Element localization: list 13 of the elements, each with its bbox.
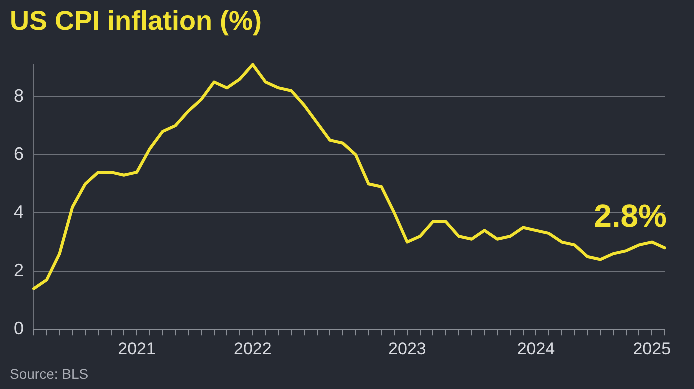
y-tick-label: 4 (14, 202, 24, 222)
x-tick-label: 2022 (234, 339, 272, 358)
x-tick-label: 2025 (633, 339, 672, 358)
y-tick-label: 0 (14, 318, 24, 339)
y-tick-label: 2 (14, 260, 24, 280)
y-tick-label: 8 (14, 86, 24, 106)
x-tick-label: 2023 (388, 339, 426, 358)
annotation: 2.8% (594, 198, 667, 234)
x-tick-label: 2021 (118, 339, 156, 358)
source-note: Source: BLS (10, 366, 89, 382)
y-tick-label: 6 (14, 144, 24, 164)
chart-title: US CPI inflation (%) (10, 6, 262, 37)
x-tick-label: 2024 (517, 339, 556, 358)
